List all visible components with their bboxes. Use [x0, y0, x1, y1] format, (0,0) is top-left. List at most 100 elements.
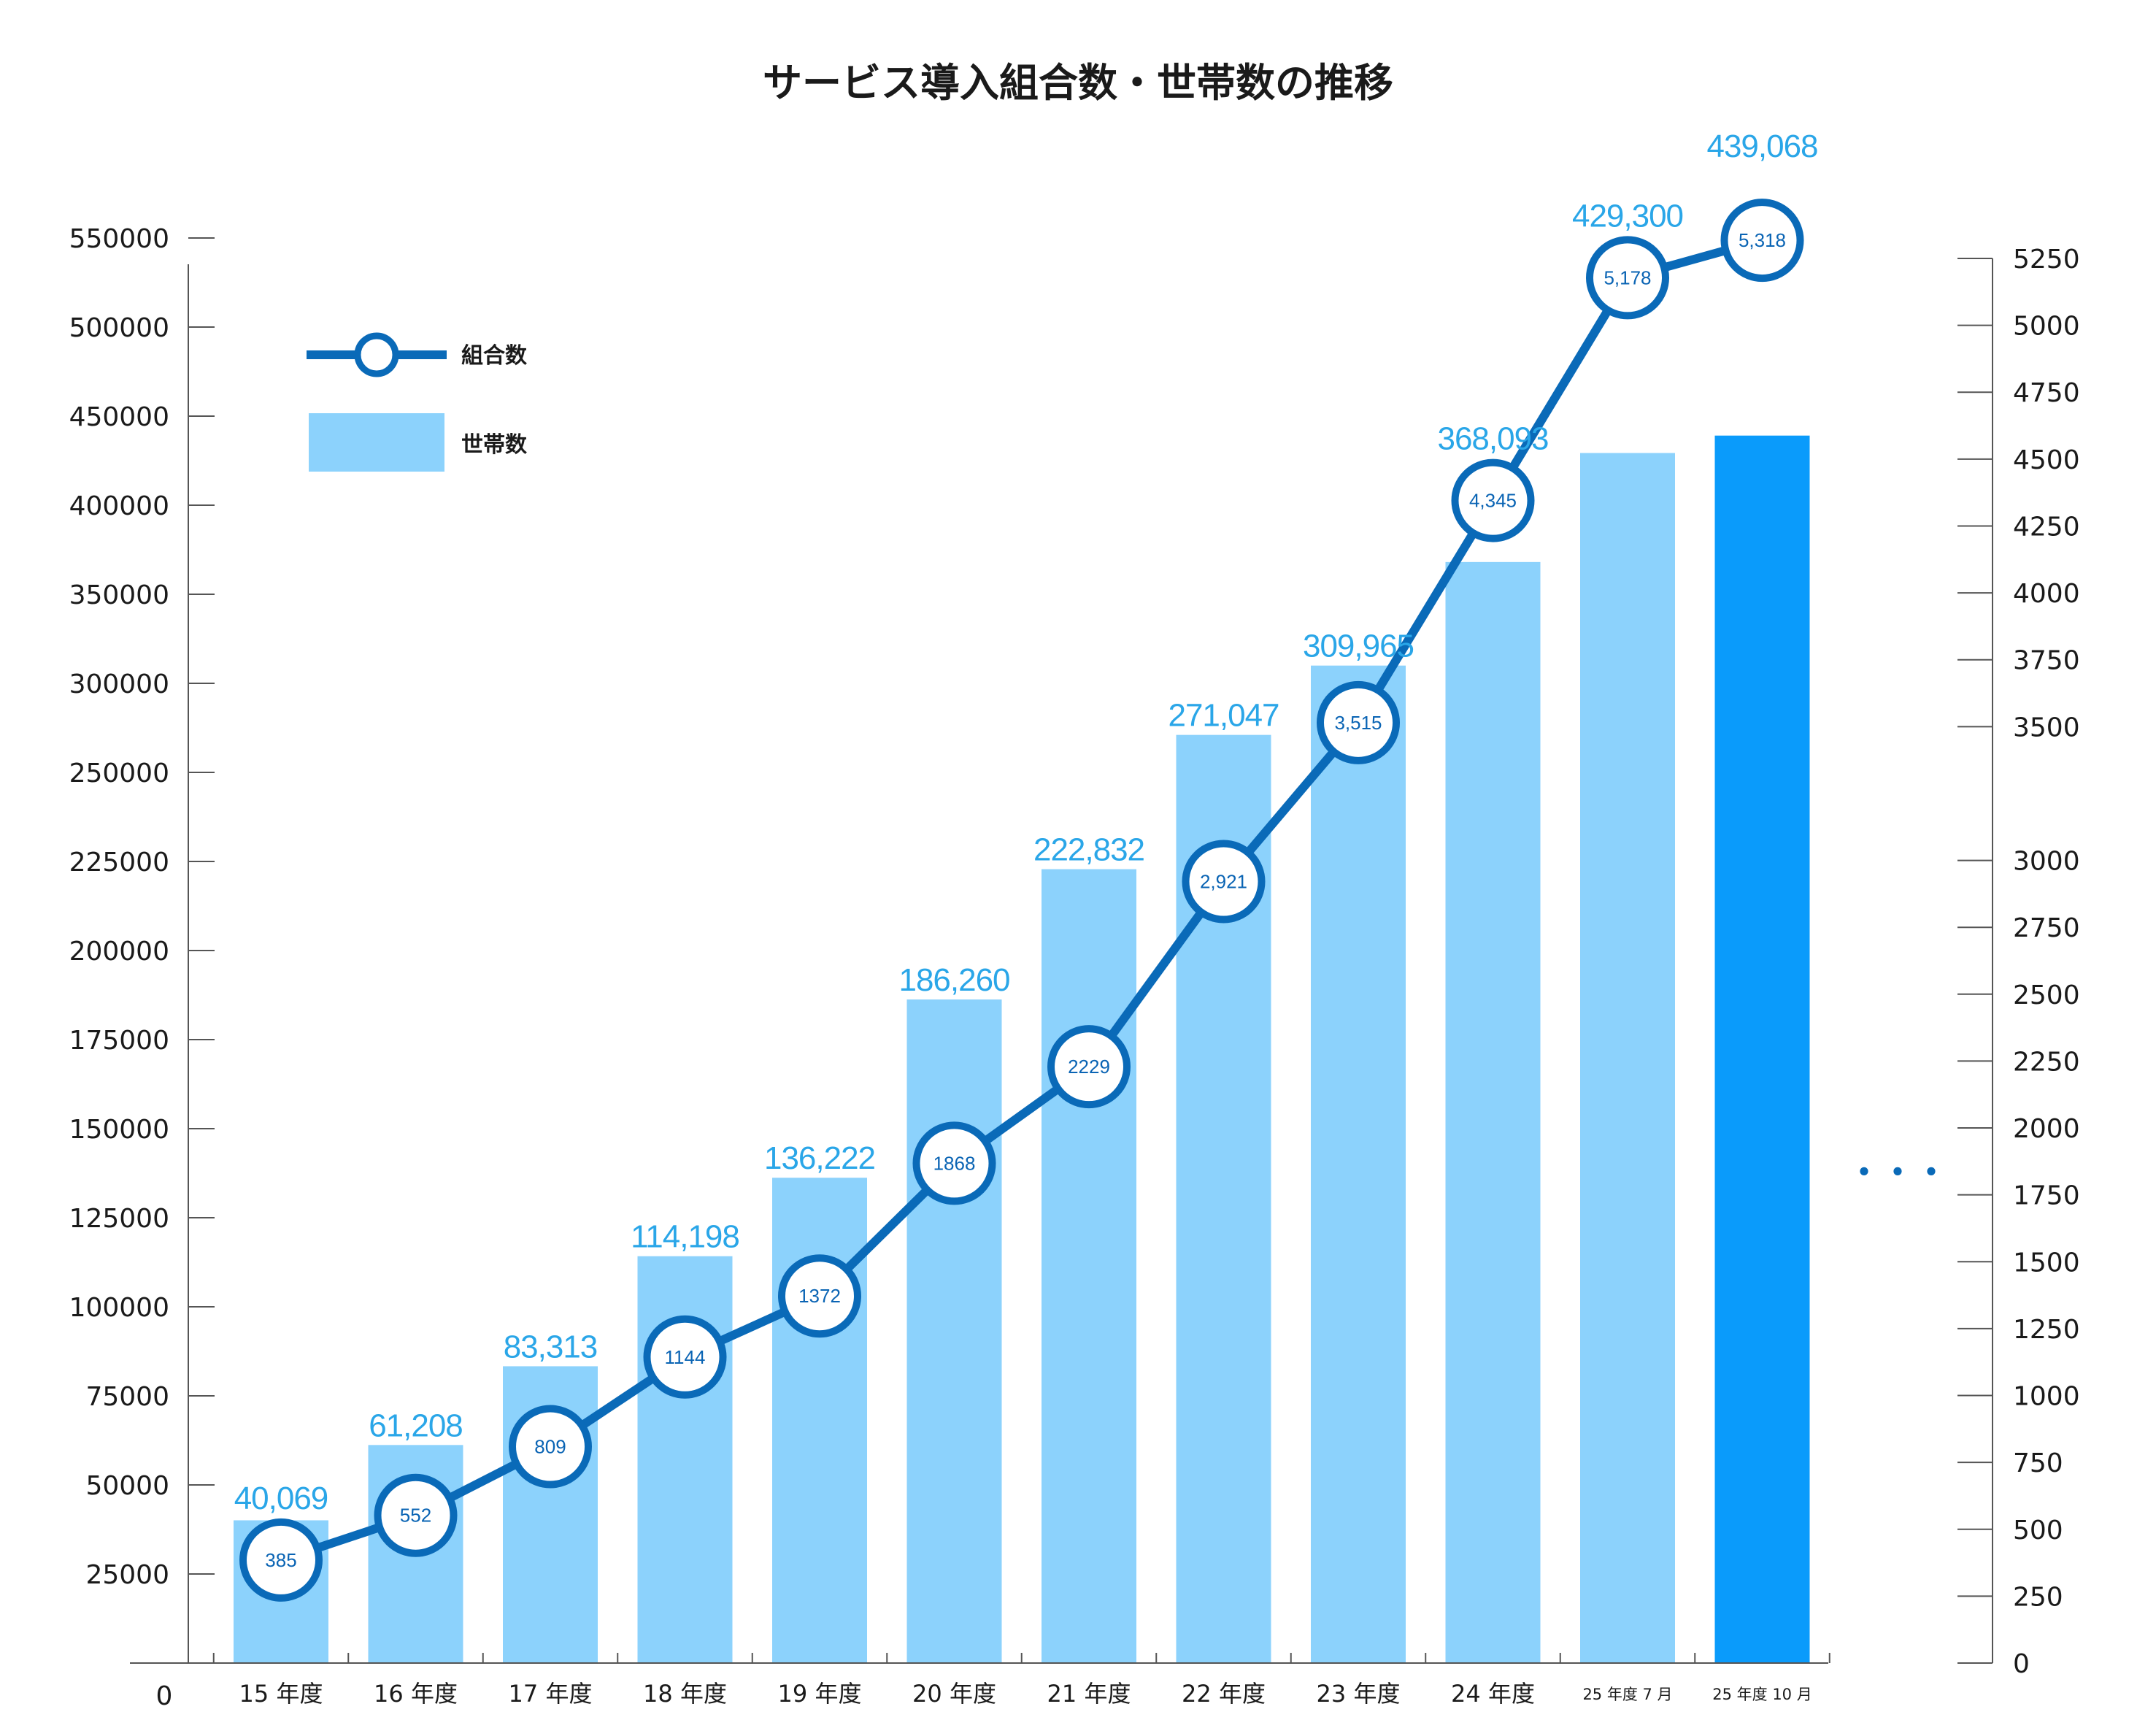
point-value-label: 4,345 [1469, 490, 1517, 512]
line-point [1586, 236, 1669, 320]
line-point [509, 1405, 592, 1489]
left-tick-label: 200000 [69, 937, 169, 967]
category-label: 19 年度 [778, 1680, 862, 1708]
labels-layer: 40,069 61,208 83,313 114,198 136,222 186,260 2… [234, 128, 1819, 1516]
bar-value-label: 429,300 [1572, 198, 1683, 234]
right-tick-label: 4750 [2013, 378, 2080, 408]
left-tick-label: 50000 [85, 1471, 169, 1501]
category-label: 24 年度 [1451, 1680, 1535, 1708]
right-tick-label: 4250 [2013, 512, 2080, 542]
point-value-label: 2229 [1068, 1056, 1110, 1078]
line-layer: 385 552 809 1144 1372 1868 2229 2,921 3,515 4,345… [239, 199, 1804, 1602]
point-value-label: 3,515 [1334, 712, 1382, 734]
category-label: 21 年度 [1047, 1680, 1131, 1708]
category-label: 25 年度 10 月 [1712, 1686, 1812, 1703]
right-tick-label: 5000 [2013, 312, 2080, 342]
left-tick-label: 550000 [69, 224, 169, 254]
line-point [1720, 199, 1804, 283]
right-tick-label: 3750 [2013, 646, 2080, 676]
category-label: 17 年度 [509, 1680, 593, 1708]
bar-value-label: 368,093 [1437, 421, 1548, 457]
right-tick-label: 500 [2013, 1516, 2063, 1546]
category-label: 16 年度 [374, 1680, 458, 1708]
continuation-marker: ・・・ [1847, 1153, 1948, 1192]
left-tick-label: 450000 [69, 402, 169, 432]
left-tick-label: 0 [156, 1681, 173, 1711]
bar [1714, 435, 1810, 1663]
right-tick-label: 3500 [2013, 713, 2080, 742]
right-tick-label: 1000 [2013, 1382, 2080, 1412]
bar-value-label: 83,313 [504, 1329, 598, 1364]
axes-layer: 0250005000075000100000125000150000175000… [69, 224, 2080, 1711]
bar [1042, 869, 1136, 1663]
point-value-label: 2,921 [1200, 871, 1247, 893]
left-tick-label: 75000 [85, 1382, 169, 1412]
category-label: 20 年度 [912, 1680, 996, 1708]
legend-swatch [309, 413, 444, 472]
point-value-label: 1372 [798, 1285, 841, 1307]
bar [1311, 665, 1406, 1663]
left-tick-label: 150000 [69, 1115, 169, 1145]
point-value-label: 1144 [665, 1346, 706, 1368]
bar-value-label: 222,832 [1033, 832, 1144, 868]
left-tick-label: 25000 [85, 1560, 169, 1590]
right-tick-label: 2500 [2013, 980, 2080, 1010]
right-tick-label: 2250 [2013, 1047, 2080, 1077]
left-tick-label: 400000 [69, 491, 169, 521]
line-point [1047, 1025, 1131, 1109]
legend-marker-icon [354, 332, 399, 377]
left-tick-label: 250000 [69, 759, 169, 788]
left-tick-label: 175000 [69, 1026, 169, 1056]
category-label: 25 年度 7 月 [1582, 1686, 1672, 1703]
line-point [1182, 840, 1266, 924]
bar [772, 1178, 867, 1663]
right-tick-label: 2000 [2013, 1114, 2080, 1144]
point-value-label: 1868 [933, 1152, 976, 1174]
left-tick-label: 225000 [69, 848, 169, 878]
category-label: 15 年度 [239, 1680, 323, 1708]
bars-layer [234, 435, 1810, 1664]
right-tick-label: 250 [2013, 1582, 2063, 1612]
bar-value-label: 439,068 [1706, 128, 1817, 164]
left-tick-label: 125000 [69, 1204, 169, 1234]
line-point [1317, 680, 1400, 764]
bar-value-label: 114,198 [631, 1219, 739, 1255]
line-point [643, 1315, 727, 1399]
line-point [374, 1473, 458, 1557]
line-point [912, 1121, 996, 1205]
bar-value-label: 186,260 [898, 962, 1009, 998]
chart-title: サービス導入組合数・世帯数の推移 [763, 60, 1393, 106]
bar [1445, 561, 1541, 1664]
point-value-label: 385 [265, 1549, 296, 1571]
point-value-label: 5,178 [1603, 266, 1651, 288]
right-tick-label: 1500 [2013, 1248, 2080, 1278]
right-tick-label: 5250 [2013, 245, 2080, 274]
legend-label: 世帯数 [461, 432, 528, 458]
right-tick-label: 0 [2013, 1649, 2030, 1679]
bar [1580, 453, 1675, 1663]
line-point [239, 1518, 323, 1602]
category-label: 23 年度 [1317, 1680, 1401, 1708]
point-value-label: 5,318 [1739, 229, 1786, 251]
point-value-label: 809 [534, 1436, 566, 1458]
left-tick-label: 100000 [69, 1293, 169, 1323]
bar-value-label: 61,208 [369, 1408, 463, 1443]
right-tick-label: 1250 [2013, 1315, 2080, 1345]
line-point [1451, 458, 1535, 542]
bar-value-label: 271,047 [1168, 698, 1279, 734]
right-tick-label: 4500 [2013, 445, 2080, 475]
line-point [778, 1254, 861, 1338]
right-tick-label: 3000 [2013, 847, 2080, 877]
bar-value-label: 309,965 [1303, 629, 1414, 664]
legend-label: 組合数 [461, 343, 528, 369]
bar [906, 999, 1002, 1663]
category-label: 22 年度 [1182, 1680, 1266, 1708]
right-tick-label: 4000 [2013, 579, 2080, 609]
left-tick-label: 350000 [69, 580, 169, 610]
right-tick-label: 2750 [2013, 913, 2080, 943]
right-tick-label: 1750 [2013, 1181, 2080, 1211]
category-label: 18 年度 [643, 1680, 727, 1708]
